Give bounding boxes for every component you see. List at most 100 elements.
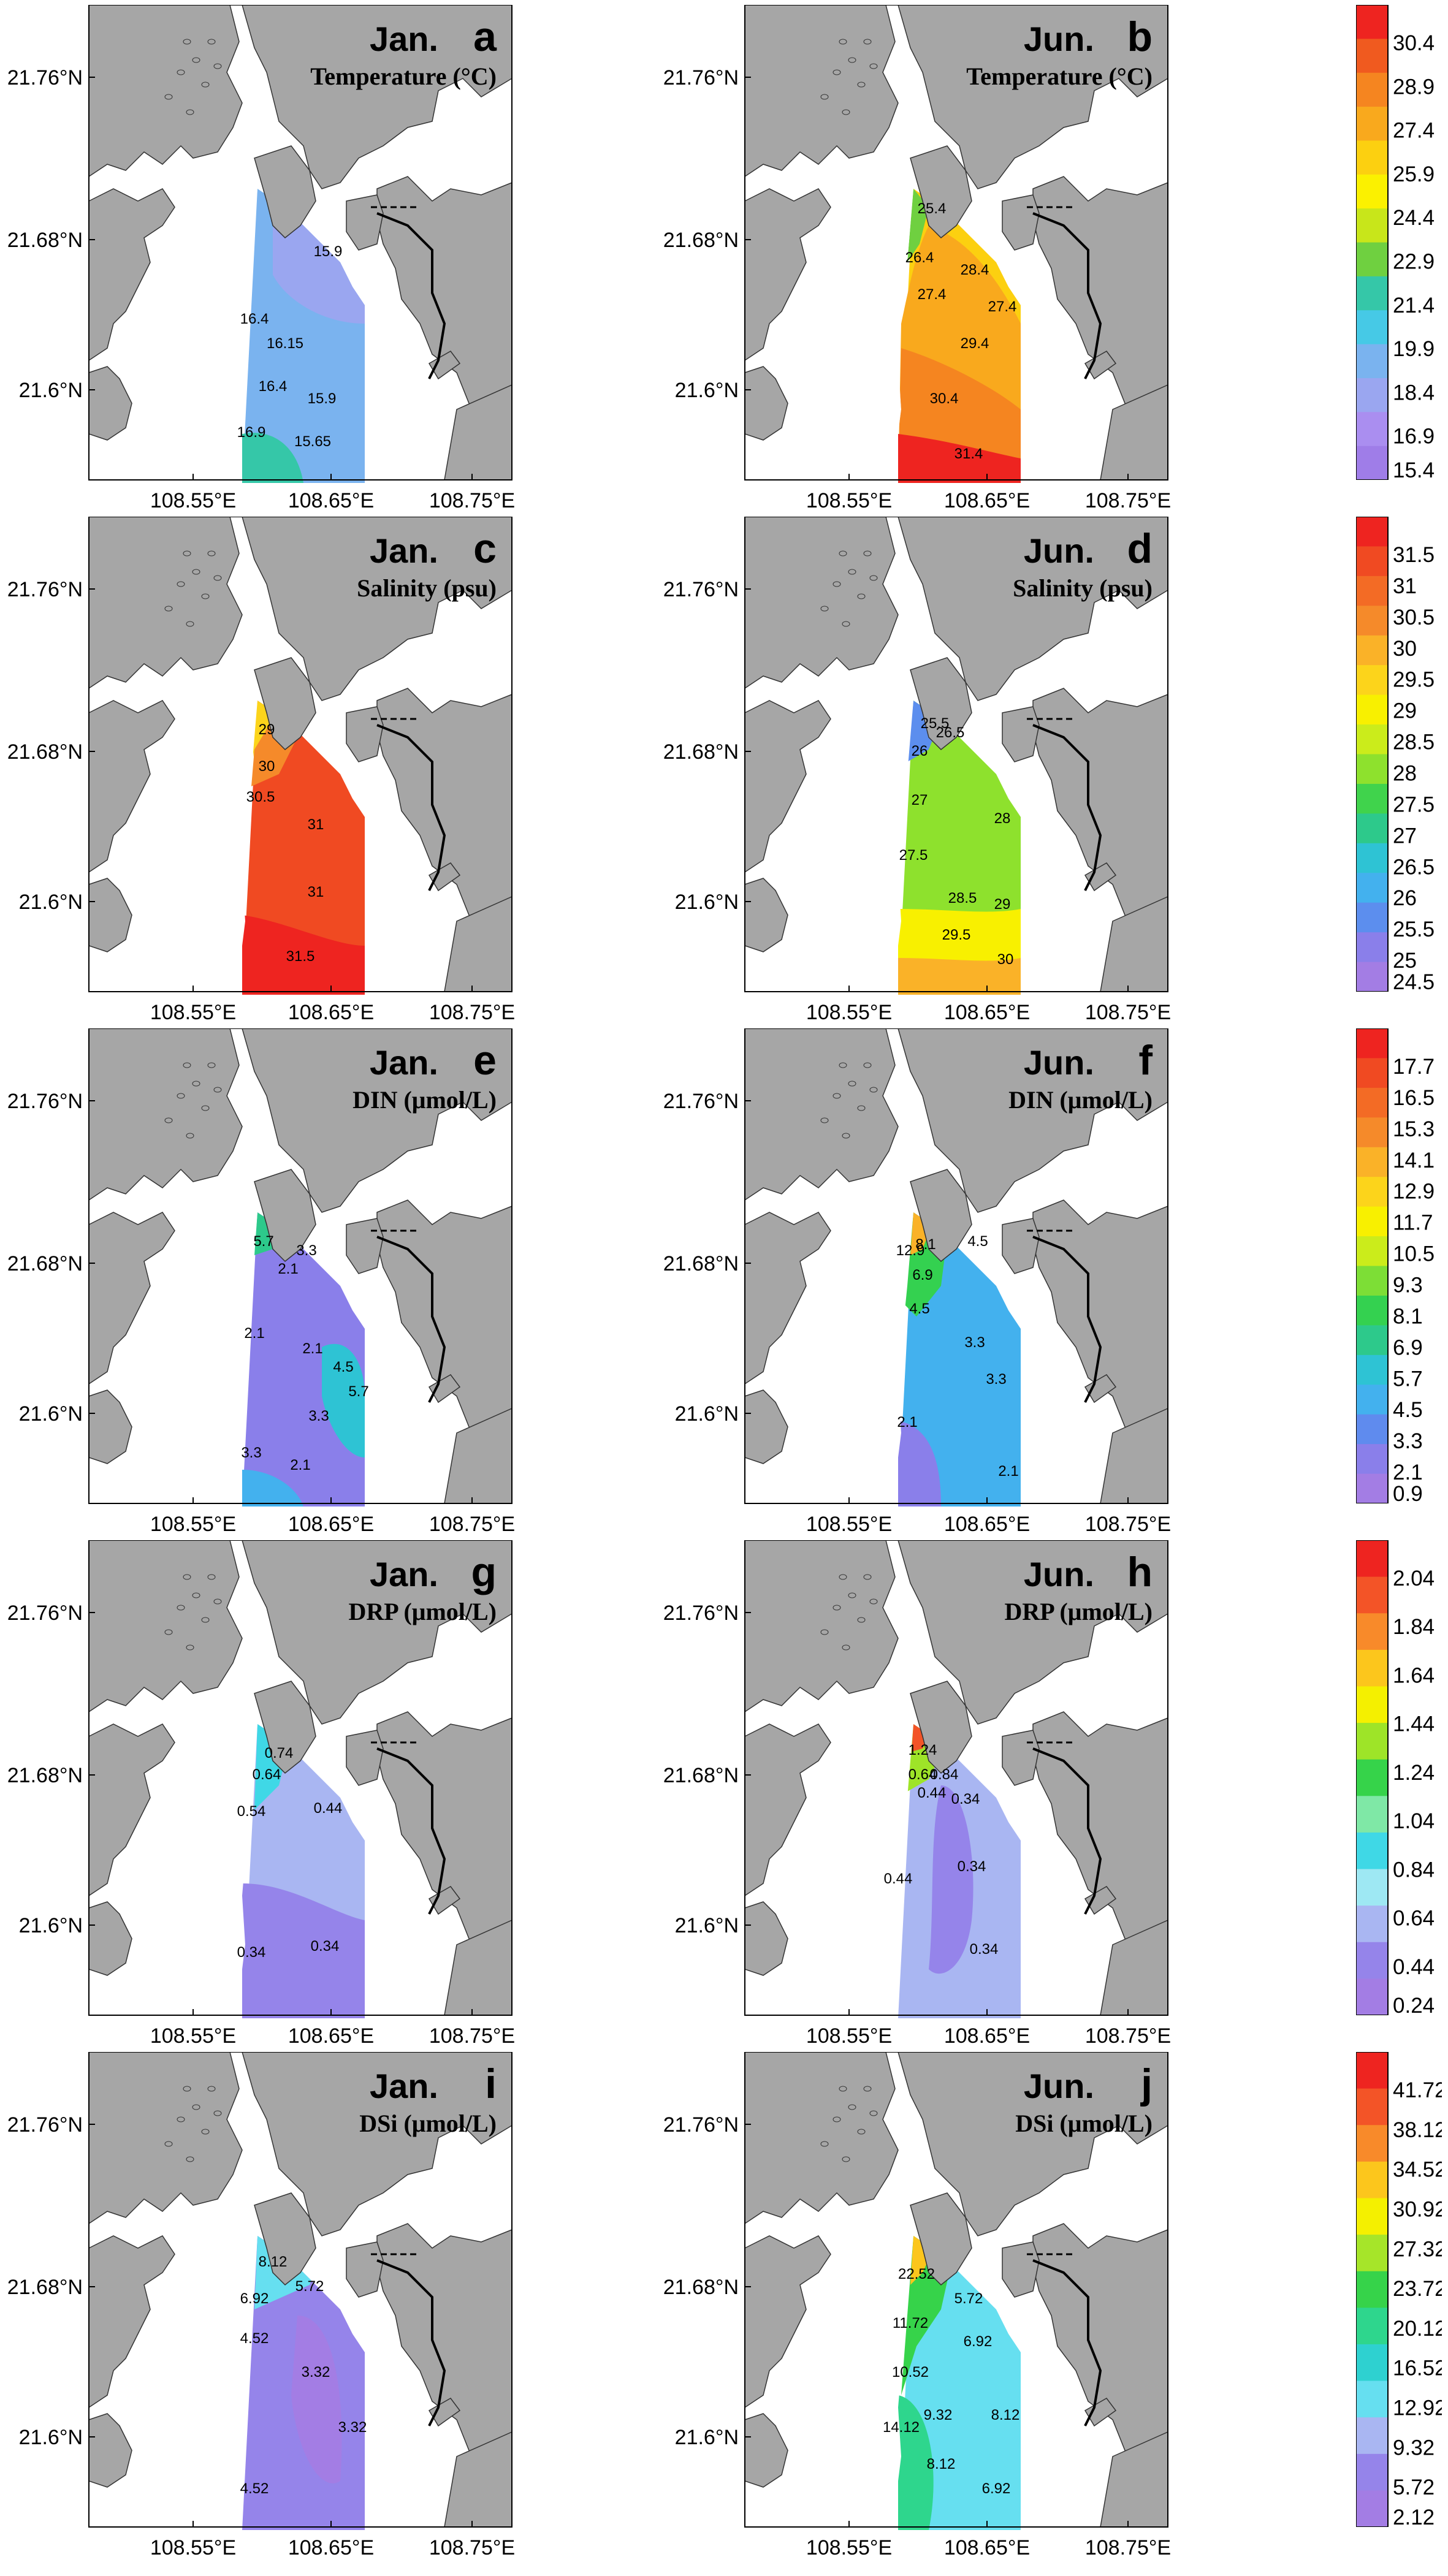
x-tick-label: 108.75°E [1085, 1513, 1171, 1536]
contour-label: 15.9 [308, 390, 337, 407]
island [869, 1087, 878, 1093]
contour-label: 27 [912, 792, 928, 808]
colorbar-swatch [1356, 1206, 1388, 1237]
colorbar-swatch [1356, 5, 1388, 39]
land-mass [428, 1374, 461, 1404]
island [192, 2104, 200, 2110]
contour-label: 31 [308, 884, 324, 900]
island [201, 1617, 210, 1623]
island [848, 2104, 856, 2110]
colorbar-tick-label: 0.44 [1393, 1955, 1435, 1979]
colorbar-tick-label: 14.1 [1393, 1149, 1435, 1172]
island [842, 621, 850, 627]
colorbar-swatch [1356, 412, 1388, 447]
island [848, 569, 856, 575]
colorbar-swatch [1356, 1942, 1388, 1979]
contour-label: 0.64 [909, 1766, 937, 1783]
x-tick-label: 108.55°E [806, 1001, 892, 1024]
contour-label: 27.4 [988, 298, 1017, 315]
contour-label: 0.84 [930, 1766, 959, 1783]
panel-month: Jan. [370, 1043, 438, 1082]
land-mass [1002, 706, 1040, 762]
land-mass [910, 657, 972, 751]
contour-band [242, 1470, 303, 1506]
colorbar-tick-label: 28 [1393, 762, 1417, 786]
road-line [1032, 1747, 1102, 1915]
colorbar-swatch [1356, 783, 1388, 814]
land-mass [744, 188, 831, 362]
contour-label: 10.52 [892, 2364, 929, 2380]
panel-letter: e [473, 1037, 497, 1084]
contour-label: 0.34 [237, 1944, 266, 1961]
contour-label: 5.7 [348, 1383, 368, 1400]
island [183, 39, 191, 45]
land-mass [744, 2052, 899, 2225]
colorbar-tick-label: 41.72 [1393, 2078, 1442, 2102]
contour-label: 29 [994, 896, 1011, 913]
island [201, 1105, 210, 1111]
panel-variable-title: DSi (μmol/L) [1015, 2110, 1153, 2137]
y-tick-label: 21.76°N [663, 2113, 739, 2137]
contour-label: 28.5 [948, 890, 977, 906]
y-tick-label: 21.6°N [19, 379, 83, 402]
land-mass [88, 188, 175, 362]
y-tick-label: 21.6°N [19, 2426, 83, 2449]
land-mass [242, 517, 513, 701]
contour-label: 6.9 [912, 1267, 932, 1283]
land-mass [910, 1681, 972, 1774]
y-tick-label: 21.68°N [7, 1252, 83, 1275]
panel-variable-title: Temperature (°C) [310, 63, 497, 90]
contour-field [898, 1724, 1021, 2018]
colorbar-swatch [1356, 1325, 1388, 1356]
contour-label: 6.92 [982, 2480, 1011, 2497]
land-mass [242, 2052, 513, 2236]
panel-letter: h [1127, 1549, 1153, 1595]
land-mass [1084, 1886, 1117, 1915]
colorbar-swatch [1356, 962, 1388, 992]
colorbar-tick-label: 25.9 [1393, 162, 1435, 186]
colorbar-tick-label: 1.44 [1393, 1712, 1435, 1736]
island [848, 57, 856, 63]
land-mass [744, 517, 899, 690]
colorbar-tick-label: 3.3 [1393, 1429, 1423, 1453]
contour-band [898, 1421, 941, 1506]
x-tick-label: 108.55°E [806, 2024, 892, 2048]
land-mass [88, 1540, 243, 1713]
contour-label: 28.4 [961, 262, 989, 278]
x-tick-label: 108.55°E [806, 2536, 892, 2559]
colorbar-swatch [1356, 843, 1388, 873]
y-tick-label: 21.76°N [663, 1601, 739, 1625]
contour-label: 25.4 [918, 200, 947, 217]
land-mass [744, 878, 788, 952]
land-mass [1032, 688, 1168, 946]
x-tick-label: 108.65°E [288, 1001, 374, 1024]
colorbar-swatch [1356, 1796, 1388, 1833]
land-mass [88, 1212, 175, 1385]
contour-label: 31.4 [955, 446, 983, 462]
colorbar-frame [1356, 517, 1389, 992]
contour-label: 3.3 [296, 1242, 316, 1259]
colorbar-swatch [1356, 606, 1388, 636]
land-mass [254, 657, 316, 751]
island [842, 2156, 850, 2162]
contour-label: 6.92 [240, 2290, 269, 2307]
colorbar-swatch [1356, 2380, 1388, 2418]
contour-label: 9.32 [924, 2407, 953, 2423]
colorbar-din: 17.7 16.5 15.3 14.1 12.9 11.7 10.5 9.3 8.1 6.9 5.7… [1356, 1028, 1435, 1503]
y-tick-label: 21.68°N [663, 1252, 739, 1275]
island [186, 1644, 194, 1651]
island [857, 1105, 866, 1111]
panel-letter: a [473, 13, 497, 60]
colorbar-swatch [1356, 1087, 1388, 1118]
colorbar-swatch [1356, 344, 1388, 379]
island [213, 63, 222, 69]
land-mass [1084, 862, 1117, 892]
island [192, 1081, 200, 1087]
contour-label: 30 [259, 758, 275, 775]
colorbar-tick-label: 24.4 [1393, 206, 1435, 230]
island [842, 1133, 850, 1139]
panel-variable-title: DSi (μmol/L) [359, 2110, 497, 2137]
contour-label: 0.44 [884, 1871, 913, 1887]
contour-label: 1.24 [909, 1742, 937, 1758]
colorbar-swatch [1356, 517, 1388, 547]
